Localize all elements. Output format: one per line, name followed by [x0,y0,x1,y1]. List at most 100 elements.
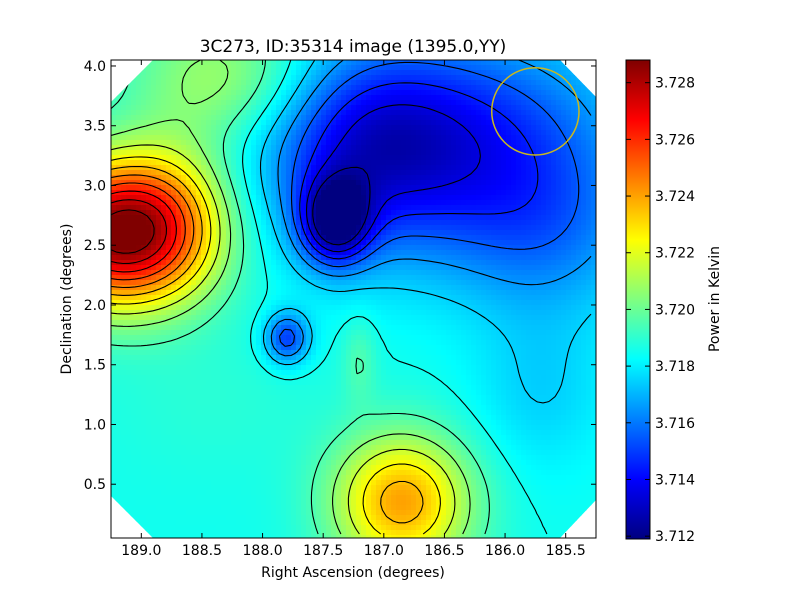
heat-cell [226,305,232,311]
heat-cell [386,290,392,296]
heat-cell [116,255,122,261]
heat-cell [531,270,537,276]
heat-cell [461,150,467,156]
heat-cell [216,275,222,281]
heat-cell [561,220,567,226]
heat-cell [516,75,522,81]
heat-cell [121,145,127,151]
heat-cell [296,60,302,66]
heat-cell [326,125,332,131]
heat-cell [236,300,242,306]
heat-cell [401,270,407,276]
heat-cell [501,215,507,221]
heat-cell [331,145,337,151]
heat-cell [156,260,162,266]
heat-cell [266,110,272,116]
heat-cell [316,175,322,181]
heat-cell [131,90,137,96]
heat-cell [536,110,542,116]
heat-cell [471,130,477,136]
heat-cell [436,285,442,291]
heat-cell [451,110,457,116]
heat-cell [396,70,402,76]
heat-cell [421,155,427,161]
heat-cell [421,130,427,136]
heat-cell [156,205,162,211]
heat-cell [371,160,377,166]
heat-cell [336,175,342,181]
heat-cell [506,150,512,156]
heat-cell [271,235,277,241]
heat-cell [581,170,587,176]
heat-cell [281,80,287,86]
heat-cell [251,305,257,311]
heat-cell [481,110,487,116]
heat-cell [556,100,562,106]
heat-cell [366,145,372,151]
heat-cell [521,105,527,111]
heat-cell [136,110,142,116]
heat-cell [531,280,537,286]
heat-cell [276,295,282,301]
heat-cell [226,185,232,191]
heat-cell [341,80,347,86]
heat-cell [571,255,577,261]
heat-cell [411,185,417,191]
heat-cell [411,200,417,206]
heat-cell [416,130,422,136]
heat-cell [506,280,512,286]
heat-cell [371,225,377,231]
heat-cell [166,270,172,276]
heat-cell [246,290,252,296]
heat-cell [436,280,442,286]
heat-cell [341,230,347,236]
heat-cell [456,65,462,71]
heat-cell [191,240,197,246]
heat-cell [211,275,217,281]
heat-cell [221,165,227,171]
heat-cell [526,75,532,81]
heat-cell [186,95,192,101]
heat-cell [586,230,592,236]
heat-cell [511,105,517,111]
heat-cell [151,265,157,271]
heat-cell [316,250,322,256]
heat-cell [231,285,237,291]
heat-cell [461,140,467,146]
heat-cell [201,255,207,261]
heat-cell [496,140,502,146]
heat-cell [326,90,332,96]
heat-cell [146,205,152,211]
heat-cell [291,125,297,131]
heat-cell [551,130,557,136]
heat-cell [136,75,142,81]
heat-cell [111,215,117,221]
heat-cell [361,115,367,121]
heat-cell [381,160,387,166]
heat-cell [486,205,492,211]
heat-cell [426,75,432,81]
heat-cell [131,135,137,141]
heat-cell [461,265,467,271]
heat-cell [126,290,132,296]
heat-cell [201,305,207,311]
heat-cell [231,250,237,256]
heat-cell [276,130,282,136]
heat-cell [456,185,462,191]
heat-cell [111,120,117,126]
heat-cell [541,280,547,286]
heat-cell [381,185,387,191]
heat-cell [201,120,207,126]
heat-cell [116,125,122,131]
heat-cell [496,240,502,246]
heat-cell [581,180,587,186]
heat-cell [476,175,482,181]
heat-cell [346,145,352,151]
heat-cell [291,75,297,81]
heat-cell [156,180,162,186]
heat-cell [216,130,222,136]
heat-cell [226,105,232,111]
heat-cell [211,140,217,146]
heat-cell [151,195,157,201]
heat-cell [286,275,292,281]
